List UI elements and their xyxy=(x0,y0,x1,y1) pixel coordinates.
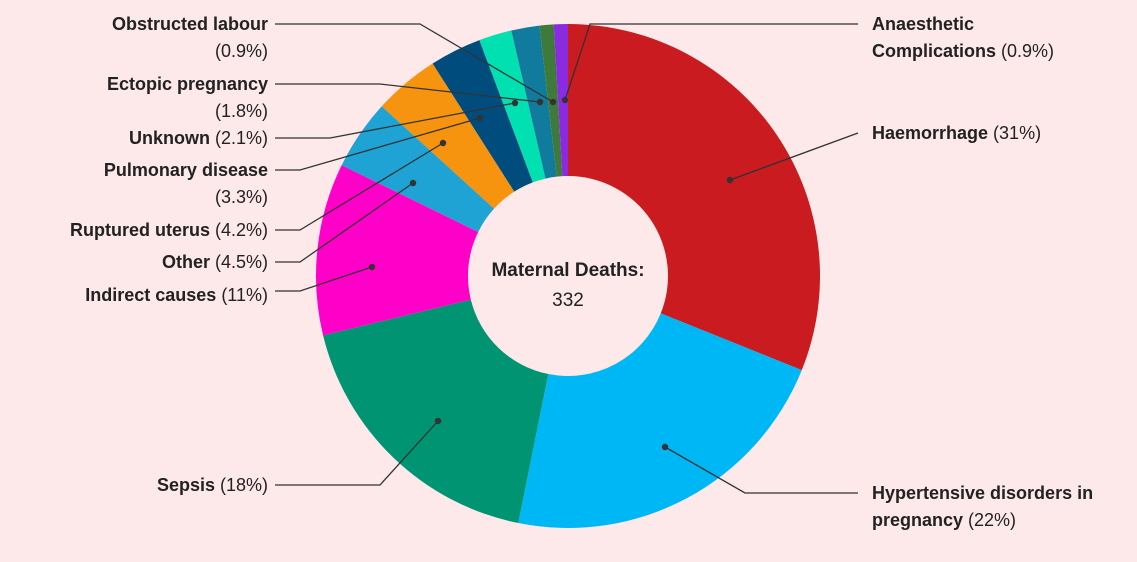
segment-label: Hypertensive disorders in pregnancy (22%) xyxy=(872,480,1117,534)
leader-line xyxy=(275,117,481,171)
category-name: Pulmonary disease xyxy=(103,160,268,180)
segment-label: Pulmonary disease (3.3%) xyxy=(104,157,268,211)
leader-dot xyxy=(726,176,734,184)
leader-dot xyxy=(661,443,669,451)
category-name: Hypertensive disorders in pregnancy xyxy=(872,483,1094,530)
category-name: Ruptured uterus xyxy=(69,220,210,240)
segment-label: Indirect causes (11%) xyxy=(85,282,268,309)
category-name: Unknown xyxy=(128,128,210,148)
donut-segment xyxy=(518,313,802,528)
leader-line xyxy=(564,23,858,101)
segment-label: Sepsis (18%) xyxy=(157,472,268,499)
leader-line xyxy=(275,420,439,486)
donut-segment xyxy=(568,24,820,371)
segment-label: Anaesthetic Complications (0.9%) xyxy=(872,11,1132,65)
value-label: (18%) xyxy=(219,475,268,495)
leader-line xyxy=(729,132,859,181)
leader-dot xyxy=(549,98,557,106)
center-title: Maternal Deaths: xyxy=(491,260,644,281)
category-name: Other xyxy=(161,252,210,272)
leader-line xyxy=(664,446,858,494)
value-label: (0.9%) xyxy=(214,41,268,61)
category-name: Obstructed labour xyxy=(111,14,268,34)
category-name: Haemorrhage xyxy=(872,123,989,143)
category-name: Ectopic pregnancy xyxy=(106,74,268,94)
category-name: Anaesthetic Complications xyxy=(872,14,997,61)
leader-dot xyxy=(439,139,447,147)
segment-label: Ectopic pregnancy (1.8%) xyxy=(107,71,268,125)
donut-segment xyxy=(553,24,568,177)
leader-line xyxy=(275,23,554,103)
donut-segment xyxy=(432,40,533,192)
donut-segment xyxy=(341,106,495,233)
value-label: (2.1%) xyxy=(214,128,268,148)
leader-dot xyxy=(409,179,417,187)
value-label: (0.9%) xyxy=(1001,41,1055,61)
leader-dot xyxy=(434,417,442,425)
leader-dot xyxy=(511,99,519,107)
donut-segment xyxy=(316,165,479,336)
value-label: (3.3%) xyxy=(214,187,268,207)
leader-dot xyxy=(368,263,376,271)
donut-segment xyxy=(323,299,549,524)
value-label: (11%) xyxy=(221,285,268,305)
category-name: Sepsis xyxy=(156,475,215,495)
leader-line xyxy=(275,266,373,292)
leader-line xyxy=(275,142,444,231)
segment-label: Obstructed labour (0.9%) xyxy=(112,11,268,65)
leader-dot xyxy=(561,96,569,104)
value-label: (31%) xyxy=(993,123,1042,143)
segment-label: Unknown (2.1%) xyxy=(129,125,268,152)
leader-line xyxy=(275,182,414,263)
segment-label: Other (4.5%) xyxy=(162,249,268,276)
leader-line xyxy=(275,102,516,139)
value-label: (4.2%) xyxy=(214,220,268,240)
donut-segment xyxy=(511,25,557,179)
value-label: (22%) xyxy=(968,510,1017,530)
segment-label: Haemorrhage (31%) xyxy=(872,120,1132,147)
category-name: Indirect causes xyxy=(85,285,217,305)
leader-line xyxy=(275,83,541,103)
donut-segment xyxy=(381,63,515,209)
leader-dot xyxy=(536,98,544,106)
segment-label: Ruptured uterus (4.2%) xyxy=(70,217,268,244)
value-label: (1.8%) xyxy=(214,101,268,121)
center-value: 332 xyxy=(552,290,584,311)
leader-dot xyxy=(476,114,484,122)
value-label: (4.5%) xyxy=(214,252,268,272)
